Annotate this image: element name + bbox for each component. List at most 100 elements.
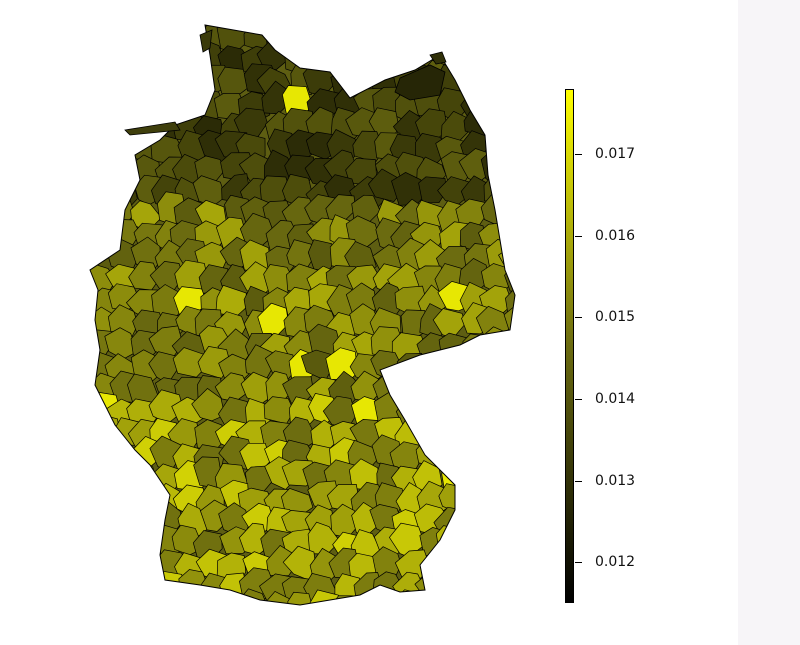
district-polygon [459,392,493,424]
district-polygon [154,88,187,118]
district-polygon [90,25,91,36]
district-polygon [506,504,515,538]
district-polygon [505,25,515,52]
district-polygon [435,525,468,558]
district-polygon [499,398,515,425]
district-polygon [480,86,514,123]
district-polygon [499,110,515,139]
district-polygon [90,25,120,30]
district-polygon [392,589,424,605]
district-polygon [507,39,515,75]
district-polygon [126,81,161,115]
district-polygon [477,592,515,605]
scale-tick [575,481,582,482]
district-polygon [485,345,515,378]
district-polygon [461,333,495,366]
district-polygon [505,567,515,603]
district-polygon [481,502,514,535]
district-polygon [439,571,477,602]
district-polygon [90,547,96,579]
color-scale-bar [565,89,574,603]
district-polygon [90,598,94,605]
district-polygon [131,544,163,581]
district-polygon [90,106,120,140]
district-polygon [484,25,515,55]
right-margin-panel [738,0,800,645]
district-polygon [307,589,340,605]
district-polygon [418,176,447,204]
district-polygon [176,596,207,605]
district-polygon [328,595,358,605]
scale-tick-label: 0.017 [595,146,636,162]
district-polygon [351,39,382,76]
district-polygon [349,25,383,32]
district-polygon [90,87,123,120]
district-polygon [436,25,471,56]
district-polygon [107,59,138,96]
district-polygon [90,25,102,56]
district-polygon [90,67,120,100]
district-polygon [240,25,272,29]
district-polygon [418,351,448,386]
district-polygon [134,25,165,31]
district-polygon [418,373,451,406]
district-polygon [284,25,318,29]
district-polygon [174,89,208,121]
district-polygon [502,548,515,583]
district-polygon [90,41,113,75]
district-polygon [432,591,469,605]
district-polygon [482,549,514,583]
district-polygon [479,574,510,605]
district-polygon [156,25,188,32]
district-polygon [461,439,493,469]
district-polygon [433,551,466,585]
scale-tick [575,154,582,155]
district-polygon [287,591,316,605]
scale-tick-label: 0.015 [595,309,636,325]
district-polygon [194,594,230,605]
district-polygon [90,572,119,605]
district-polygon [90,172,98,204]
island-shapes [124,29,447,136]
district-polygon [509,372,515,404]
district-polygon [458,570,491,603]
scale-tick [575,562,582,563]
district-polygon [480,457,513,494]
district-polygon [90,148,119,182]
district-polygon [480,442,512,477]
district-polygon [370,44,405,76]
district-polygon [412,25,446,52]
district-polygon [369,590,402,605]
district-polygon [215,596,248,605]
district-polygon [128,64,159,102]
district-polygon [104,529,137,558]
district-polygon [132,566,164,599]
district-polygon [191,388,226,422]
district-polygon [463,43,498,77]
district-polygon [393,25,425,56]
district-polygon [503,156,515,187]
district-polygon [101,572,141,601]
district-polygon [90,502,97,539]
district-polygon [439,437,468,470]
district-polygon [90,551,121,585]
district-polygon [90,241,99,271]
district-polygon [440,413,470,445]
country-outline [89,24,516,606]
district-polygon [90,574,97,605]
district-polygon [108,175,138,207]
district-polygon [505,414,515,451]
district-polygon [457,25,488,32]
district-polygon [500,174,515,206]
district-polygon [497,527,515,564]
district-polygon [125,464,157,495]
district-polygon [418,25,453,36]
district-polygons [90,25,515,605]
district-polygon [331,46,364,78]
district-polygon [375,25,404,58]
district-polygon [324,25,357,33]
district-polygon [457,457,490,488]
district-polygon [459,65,489,98]
district-polygon [457,420,486,453]
